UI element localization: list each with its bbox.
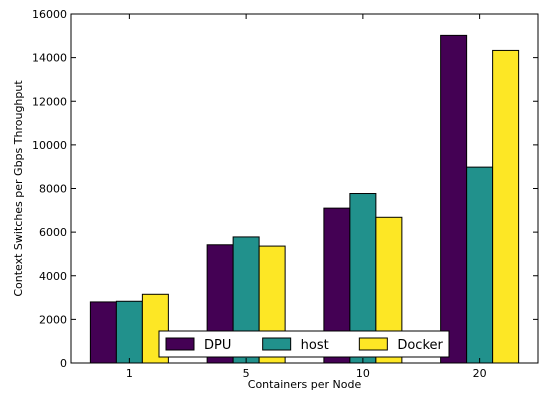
legend-label-dpu: DPU <box>204 338 231 353</box>
legend: DPU host Docker <box>159 331 449 357</box>
y-tick-label: 14000 <box>32 52 67 65</box>
y-tick-label: 12000 <box>32 95 67 108</box>
y-tick-label: 2000 <box>39 313 67 326</box>
x-axis: 1 5 10 20 <box>126 14 487 380</box>
y-axis-label: Context Switches per Gbps Throughput <box>12 80 25 297</box>
bar-host-1 <box>116 301 142 363</box>
bar-docker-20 <box>493 50 519 363</box>
legend-swatch-dpu <box>166 338 194 350</box>
x-tick-label: 1 <box>126 367 133 380</box>
y-tick-label: 16000 <box>32 8 67 21</box>
y-tick-label: 4000 <box>39 270 67 283</box>
x-axis-label: Containers per Node <box>248 378 362 391</box>
legend-swatch-host <box>263 338 291 350</box>
x-tick-label: 20 <box>473 367 487 380</box>
legend-label-docker: Docker <box>397 338 443 353</box>
legend-label-host: host <box>301 338 329 353</box>
bar-dpu-1 <box>90 302 116 363</box>
bar-host-20 <box>467 167 493 363</box>
y-tick-label: 0 <box>60 357 67 370</box>
bar-dpu-20 <box>441 35 467 363</box>
y-tick-label: 10000 <box>32 139 67 152</box>
legend-swatch-docker <box>359 338 387 350</box>
y-tick-label: 8000 <box>39 183 67 196</box>
y-tick-label: 6000 <box>39 226 67 239</box>
bars-layer <box>90 35 518 363</box>
